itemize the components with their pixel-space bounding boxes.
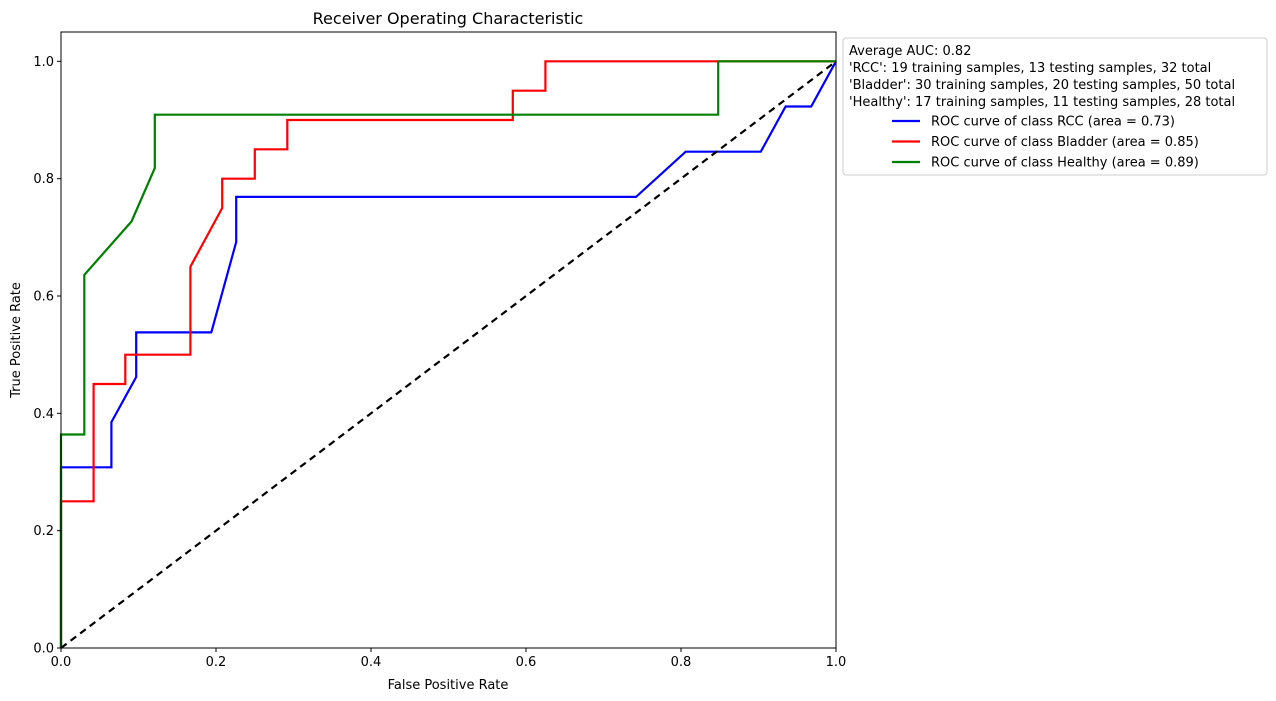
y-tick-label: 0.6 [33, 290, 54, 305]
y-tick-label: 0.0 [33, 642, 54, 657]
chart-title: Receiver Operating Characteristic [313, 9, 584, 28]
y-tick-label: 0.8 [33, 172, 54, 187]
legend-entry-label: ROC curve of class RCC (area = 0.73) [931, 115, 1175, 130]
legend-entry-label: ROC curve of class Bladder (area = 0.85) [931, 135, 1199, 150]
y-tick-label: 1.0 [33, 55, 54, 70]
y-axis-label: True Positive Rate [9, 282, 24, 399]
series-line-0 [59, 60, 837, 648]
legend-header-line: 'Healthy': 17 training samples, 11 testi… [849, 95, 1235, 110]
legend-header-line: 'Bladder': 30 training samples, 20 testi… [849, 78, 1235, 93]
reference-diagonal-line [60, 60, 837, 649]
legend: Average AUC: 0.82 'RCC': 19 training samp… [842, 37, 1268, 176]
legend-header-line: Average AUC: 0.82 [849, 44, 971, 59]
plot-frame [60, 31, 837, 649]
x-tick-label: 0.8 [671, 655, 692, 670]
y-tick-label: 0.4 [33, 407, 54, 422]
legend-header-line: 'RCC': 19 training samples, 13 testing s… [849, 61, 1211, 76]
x-tick-label: 0.2 [206, 655, 227, 670]
x-tick-label: 0.6 [516, 655, 537, 670]
x-tick-label: 1.0 [826, 655, 847, 670]
plot-area [59, 60, 837, 649]
legend-entry-label: ROC curve of class Healthy (area = 0.89) [931, 156, 1199, 171]
legend-box [842, 37, 1268, 176]
axis-ticks: 0.0 0.2 0.4 0.6 0.8 1.0 0.0 0.2 0.4 0.6 0.8 1.0 [33, 55, 846, 670]
y-tick-label: 0.2 [33, 524, 54, 539]
x-tick-label: 0.4 [361, 655, 382, 670]
series-line-2 [59, 60, 836, 648]
x-tick-label: 0.0 [51, 655, 72, 670]
x-axis-label: False Positive Rate [388, 678, 509, 693]
series-line-1 [59, 60, 836, 648]
